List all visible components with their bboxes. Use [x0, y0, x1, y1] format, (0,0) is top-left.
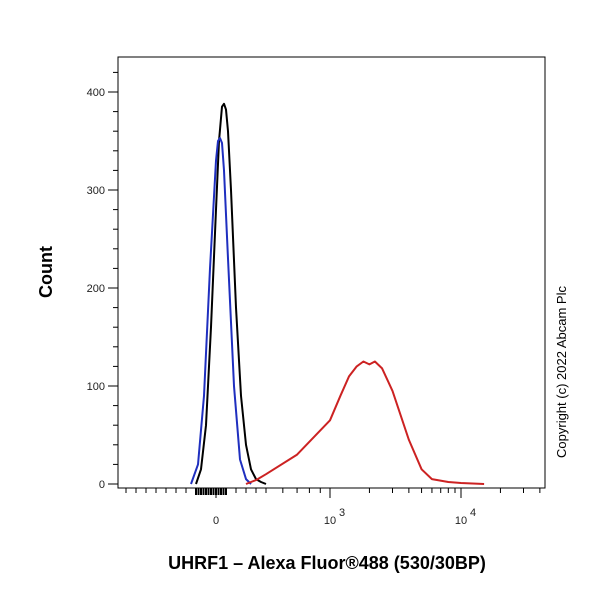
y-tick-label: 300 — [87, 185, 105, 197]
x-tick-label: 10 — [324, 515, 336, 527]
y-tick-label: 400 — [87, 87, 105, 99]
copyright-text: Copyright (c) 2022 Abcam Plc — [554, 286, 569, 458]
y-tick-label: 100 — [87, 381, 105, 393]
series-line-2 — [190, 137, 252, 485]
x-tick-exponent: 3 — [339, 507, 345, 519]
y-axis-label: Count — [36, 246, 56, 298]
x-tick-label: 10 — [455, 515, 467, 527]
series-line-1 — [195, 102, 267, 485]
series-layer — [190, 102, 485, 485]
y-tick-label: 0 — [99, 479, 105, 491]
y-tick-label: 200 — [87, 283, 105, 295]
x-axis-label: UHRF1 – Alexa Fluor®488 (530/30BP) — [168, 553, 486, 573]
series-line-3 — [245, 360, 485, 485]
x-tick-label: 0 — [213, 515, 219, 527]
plot-frame — [117, 56, 546, 489]
x-tick-exponent: 4 — [470, 507, 476, 519]
